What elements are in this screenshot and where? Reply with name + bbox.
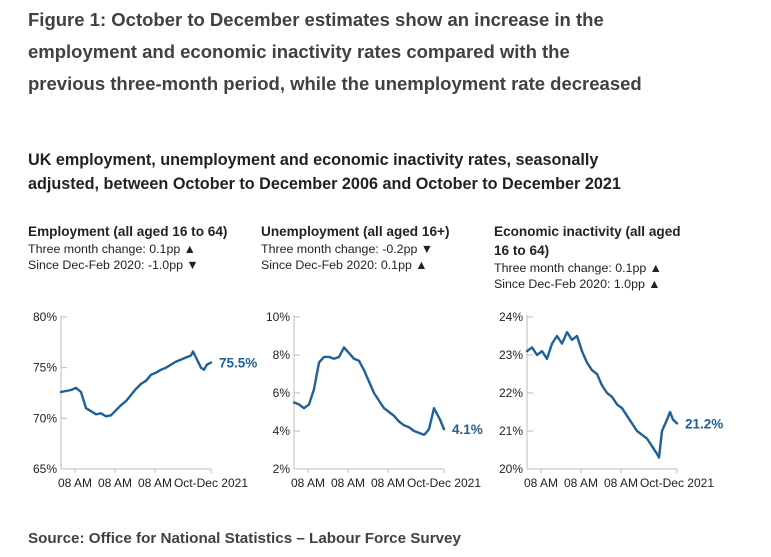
inactivity-since-dec-feb: Since Dec-Feb 2020: 1.0pp ▲: [494, 277, 661, 291]
unemployment-xtick-label: Oct-Dec 2021: [407, 476, 481, 490]
employment-panel-title: Employment (all aged 16 to 64): [28, 224, 228, 239]
inactivity-ytick-label: 24%: [499, 310, 523, 324]
employment-three-month-change: Three month change: 0.1pp ▲: [28, 242, 196, 256]
unemployment-three-month-change: Three month change: -0.2pp ▼: [261, 242, 434, 256]
inactivity-series-line: [525, 331, 679, 459]
inactivity-ytick-label: 23%: [499, 348, 523, 362]
employment-ytick-label: 65%: [33, 462, 57, 476]
unemployment-series-line: [292, 346, 446, 437]
employment-panel-header: Employment (all aged 16 to 64) Three mon…: [28, 222, 258, 273]
unemployment-xtick-label: 08 AM: [331, 476, 365, 490]
inactivity-xtick-label: 08 AM: [604, 476, 638, 490]
employment-ytick-label: 80%: [33, 310, 57, 324]
unemployment-xtick-label: 08 AM: [291, 476, 325, 490]
chart-subtitle: UK employment, unemployment and economic…: [28, 151, 621, 193]
unemployment-ytick-label: 8%: [273, 348, 291, 362]
figure-title: Figure 1: October to December estimates …: [28, 9, 642, 94]
unemployment-ytick-label: 4%: [273, 424, 291, 438]
inactivity-line-chart: 24%23%22%21%20%08 AM 08 AM 08 AM Oct-Dec 20…: [499, 310, 723, 490]
employment-xtick-label: 08 AM: [98, 476, 132, 490]
employment-line-chart: 80%75%70%65%08 AM 08 AM 08 AM Oct-Dec 20217…: [33, 310, 257, 490]
unemployment-end-value-label: 4.1%: [452, 422, 483, 437]
employment-ytick-label: 75%: [33, 361, 57, 375]
employment-series-line: [59, 350, 213, 418]
unemployment-ytick-label: 2%: [273, 462, 291, 476]
inactivity-ytick-label: 20%: [499, 462, 523, 476]
unemployment-xtick-label: 08 AM: [371, 476, 405, 490]
employment-xtick-label: 08 AM: [58, 476, 92, 490]
employment-since-dec-feb: Since Dec-Feb 2020: -1.0pp ▼: [28, 258, 199, 272]
unemployment-line-chart: 10%8%6%4%2%08 AM 08 AM 08 AM Oct-Dec 20214.…: [266, 310, 483, 490]
employment-xtick-label: 08 AM: [138, 476, 172, 490]
inactivity-panel-header: Economic inactivity (all aged 16 to 64) …: [494, 222, 724, 292]
unemployment-ytick-label: 10%: [266, 310, 290, 324]
unemployment-panel-header: Unemployment (all aged 16+) Three month …: [261, 222, 491, 273]
employment-ytick-label: 70%: [33, 411, 57, 425]
unemployment-ytick-label: 6%: [273, 386, 291, 400]
inactivity-xtick-label: Oct-Dec 2021: [640, 476, 714, 490]
unemployment-since-dec-feb: Since Dec-Feb 2020: 0.1pp ▲: [261, 258, 428, 272]
source-note: Source: Office for National Statistics –…: [28, 530, 461, 547]
inactivity-ytick-label: 22%: [499, 386, 523, 400]
inactivity-end-value-label: 21.2%: [685, 416, 723, 431]
inactivity-xtick-label: 08 AM: [564, 476, 598, 490]
inactivity-three-month-change: Three month change: 0.1pp ▲: [494, 261, 662, 275]
inactivity-xtick-label: 08 AM: [524, 476, 558, 490]
employment-xtick-label: Oct-Dec 2021: [174, 476, 248, 490]
inactivity-ytick-label: 21%: [499, 424, 523, 438]
employment-end-value-label: 75.5%: [219, 356, 257, 371]
unemployment-panel-title: Unemployment (all aged 16+): [261, 224, 450, 239]
inactivity-panel-title: Economic inactivity (all aged 16 to 64): [494, 224, 681, 258]
